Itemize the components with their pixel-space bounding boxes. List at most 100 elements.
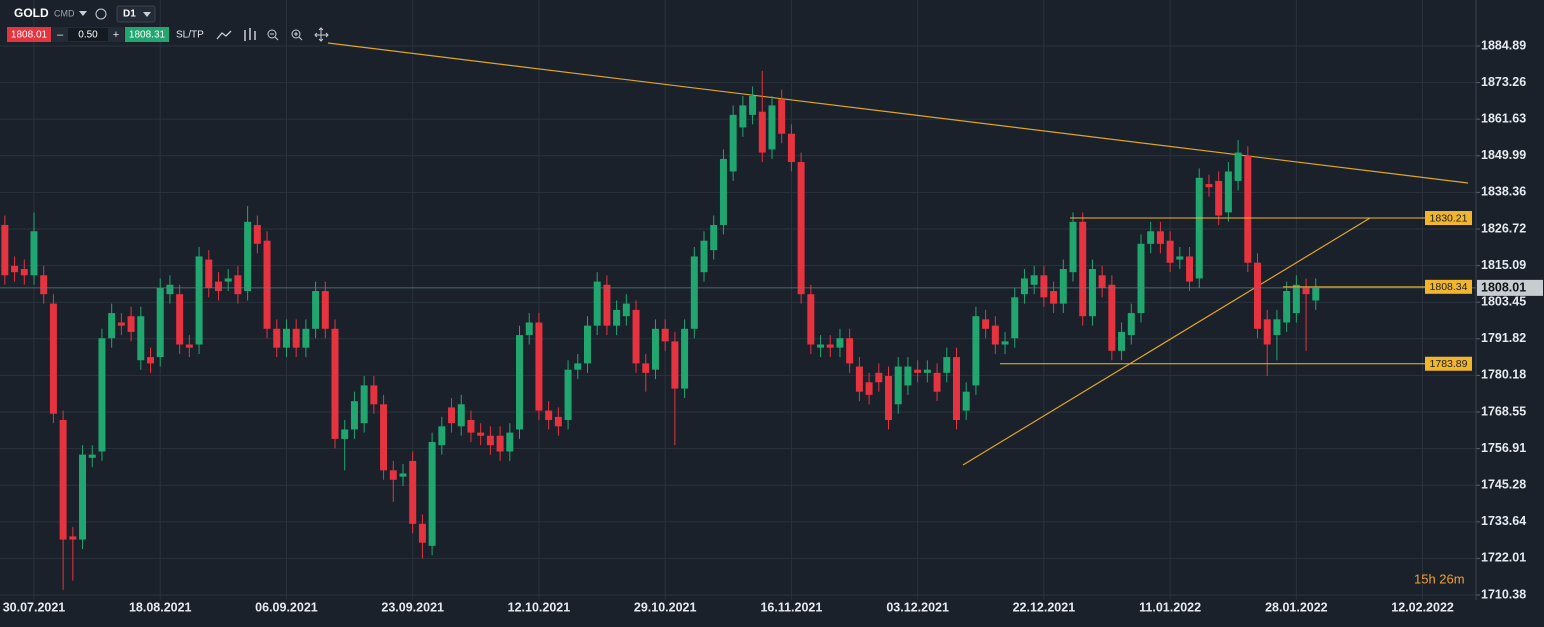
y-tick-label: 1803.45 [1481,294,1526,308]
candle-body [30,231,38,276]
y-tick-label: 1815.09 [1481,258,1526,272]
zoom-out-icon[interactable] [267,29,277,39]
candle-body [807,294,815,345]
line-chart-icon[interactable] [216,30,232,40]
candle-body [1001,341,1009,345]
sltp[interactable]: SL/TP [176,30,204,41]
sell-price[interactable]: 1808.01 [11,30,48,41]
y-tick-label: 1838.36 [1481,185,1526,199]
candle-body [477,432,485,436]
candle-body [205,259,213,288]
candle-body [583,325,591,364]
candle-body [1292,284,1300,314]
y-tick-label: 1861.63 [1481,111,1526,125]
dropdown-icon[interactable] [143,12,151,17]
candle-icon[interactable] [244,28,256,41]
candle-body [749,95,757,115]
candle-body [719,158,727,225]
candle-body [622,303,630,317]
timeframe[interactable]: D1 [123,9,136,20]
level-label: 1783.89 [1430,358,1468,370]
candle-body [166,284,174,295]
volume-field[interactable] [68,28,108,41]
x-tick-label: 22.12.2021 [1013,600,1076,614]
candle-body [574,363,582,370]
candle-body [875,372,883,383]
y-tick-label: 1780.18 [1481,368,1526,382]
timeframe-box[interactable] [116,5,156,23]
candle-body [525,322,533,336]
symbol[interactable]: GOLD [14,6,49,20]
candle-body [914,369,922,373]
volume[interactable]: 0.50 [78,30,98,41]
candle-body [40,275,48,295]
info-icon[interactable] [95,8,107,20]
candle-body [49,303,57,414]
candle-body [108,313,116,339]
candle-body [846,338,854,364]
candle-body [1166,240,1174,263]
candle-body [865,382,873,395]
candle-body [642,363,650,373]
candle-body [137,316,145,361]
candle-body [418,523,426,543]
candle-body [836,338,844,348]
candle-body [59,420,67,540]
volume-minus[interactable]: – [57,29,64,41]
level-tag [1425,356,1472,371]
candle-body [1147,231,1155,244]
toolbar: GOLD CMD D1 1808.01 – 0.50 + 1808.31 SL/… [7,5,329,42]
x-tick-label: 12.02.2022 [1391,600,1454,614]
move-icon[interactable] [314,27,329,42]
candle-body [457,404,465,427]
candle-body [778,99,786,134]
candle-body [564,369,572,421]
y-tick-label: 1722.01 [1481,551,1526,565]
zoom-in-icon[interactable] [291,29,301,39]
levels: 1830.21 1808.34 1783.89 1808.01 [0,211,1543,371]
candle-body [651,328,659,370]
candle-body [341,429,349,439]
candle-body [244,221,252,292]
y-tick-label: 1873.26 [1481,75,1526,89]
x-tick-label: 03.12.2021 [886,600,949,614]
volume-plus[interactable]: + [113,29,119,41]
candle-body [739,105,747,128]
instrument-kind: CMD [54,8,75,18]
candle-body [972,316,980,386]
candle-body [826,344,834,348]
buy-price[interactable]: 1808.31 [129,30,166,41]
x-tick-label: 18.08.2021 [129,600,192,614]
candle-body [282,328,290,348]
candle-body [185,344,193,348]
dropdown-icon[interactable] [79,11,87,16]
candle-body [817,344,825,348]
candle-body [1263,319,1271,345]
x-tick-label: 06.09.2021 [255,600,318,614]
candle-body [263,240,271,329]
candle-body [98,338,106,452]
current-price-tag [1477,279,1543,296]
level-tag [1425,211,1472,226]
candle-body [681,328,689,389]
candle-body [496,435,504,452]
candle-body [982,319,990,329]
candle-body [409,460,417,524]
y-tick-label: 1791.82 [1481,331,1526,345]
candle-body [933,372,941,392]
candle-body [1059,269,1067,304]
candle-body [1040,275,1048,298]
candle-body [350,401,358,430]
zoom-in-icon [294,32,303,41]
sell-button[interactable] [7,27,51,42]
candle-body [399,473,407,477]
candle-body [1108,284,1116,351]
candle-body [1118,331,1126,351]
candle-body [147,357,155,364]
candle-body [729,114,737,172]
buy-button[interactable] [125,27,169,42]
candle-body [448,407,456,424]
candle-body [253,224,261,244]
candle-body [486,435,494,446]
candle-body [603,284,611,326]
